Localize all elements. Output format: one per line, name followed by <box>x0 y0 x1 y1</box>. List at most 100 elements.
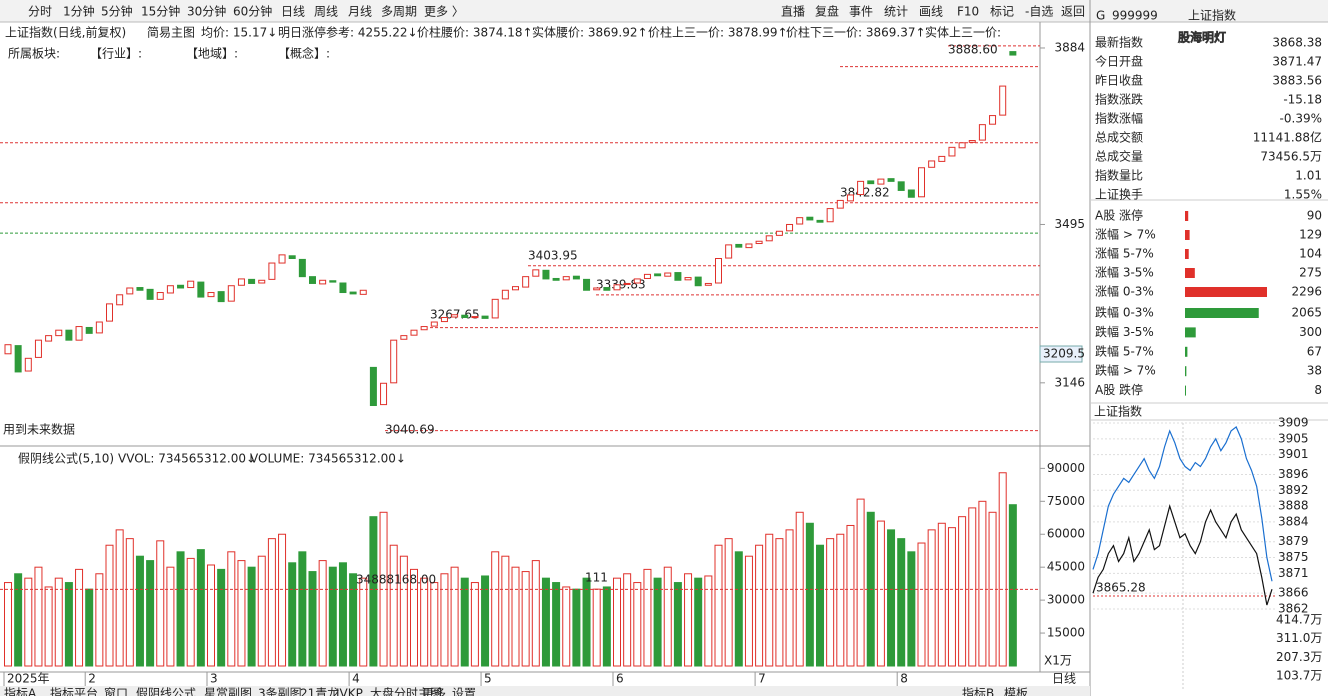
candle <box>1009 51 1017 56</box>
tool-button[interactable]: 标记 <box>990 5 1014 19</box>
period-button[interactable]: 15分钟 <box>141 4 180 19</box>
candle <box>745 243 753 249</box>
volume-bar <box>927 529 936 667</box>
tab[interactable]: 更多 <box>422 687 446 696</box>
candle <box>664 272 672 277</box>
volume-bar <box>4 582 12 667</box>
breadth-bar <box>1185 287 1267 297</box>
period-button[interactable]: 分时 <box>28 5 52 19</box>
code: 999999 <box>1112 9 1158 23</box>
toolbar-bg <box>0 0 1328 22</box>
period-button[interactable]: 60分钟 <box>233 4 272 19</box>
volume-bar <box>521 571 530 667</box>
candle <box>55 329 63 337</box>
tab[interactable]: 指标平台 <box>50 686 98 696</box>
period-button[interactable]: 1分钟 <box>63 4 95 19</box>
volume-bar <box>95 573 104 667</box>
candle <box>309 276 316 284</box>
period-button[interactable]: 月线 <box>348 5 372 19</box>
volume-bar <box>633 582 642 667</box>
volume-bar <box>653 577 662 667</box>
tab[interactable]: 指标A <box>4 686 37 696</box>
period-button[interactable]: 30分钟 <box>187 4 226 19</box>
tool-button[interactable]: 返回 <box>1061 5 1085 19</box>
tool-button[interactable]: 画线 <box>919 5 943 19</box>
breadth-bar <box>1185 230 1190 240</box>
breadth-value: 38 <box>1307 364 1322 378</box>
volume-bar <box>663 566 672 667</box>
volume-header: VOLUME: 734565312.00↓ <box>250 452 406 466</box>
volume-bar <box>958 516 967 667</box>
candle <box>24 357 32 372</box>
tab[interactable]: 模板 <box>1004 687 1028 696</box>
candle <box>116 294 124 306</box>
volume-bar <box>887 529 896 667</box>
minute-vol-label: 311.0万 <box>1276 631 1322 645</box>
volume-bar <box>694 577 703 667</box>
tab[interactable]: 3条副图 <box>258 687 302 696</box>
volume-bar <box>308 571 317 667</box>
quote-value: 11141.88亿 <box>1253 130 1322 145</box>
tab[interactable]: 假阴线公式 <box>136 687 196 696</box>
quote-value: 3883.56 <box>1272 74 1322 88</box>
tabs-bg <box>0 686 1090 696</box>
candle <box>197 281 205 298</box>
info-text: 简易主图 <box>147 26 195 40</box>
candle <box>775 230 783 236</box>
volume-bar <box>592 588 601 667</box>
candle <box>532 269 540 277</box>
candle <box>583 278 591 291</box>
tool-button[interactable]: 复盘 <box>815 4 839 19</box>
tool-button[interactable]: 统计 <box>884 5 908 19</box>
quote-label: 指数涨跌 <box>1095 92 1143 107</box>
volume-bar <box>75 568 84 667</box>
candle <box>786 223 794 232</box>
candle <box>887 178 895 182</box>
volume-bar <box>856 498 865 667</box>
period-button[interactable]: 周线 <box>314 5 338 19</box>
tab[interactable]: 设置 <box>452 687 476 696</box>
volume-bar <box>359 577 368 667</box>
minute-tick-label: 3871 <box>1278 566 1309 580</box>
volume-bar <box>765 533 774 667</box>
tool-button[interactable]: -自选 <box>1025 5 1053 19</box>
candle <box>207 292 215 298</box>
candle <box>451 314 459 318</box>
breadth-bar <box>1185 308 1259 318</box>
vol-tick-label: 30000 <box>1047 593 1085 607</box>
sector-text: 【行业】: <box>90 47 142 61</box>
tab[interactable]: 窗口 <box>104 687 128 696</box>
candle <box>258 279 266 284</box>
tool-button[interactable]: 事件 <box>849 5 873 19</box>
volume-bar <box>227 551 236 667</box>
period-button[interactable]: 5分钟 <box>101 4 133 19</box>
tab[interactable]: 指标B <box>962 686 994 696</box>
tab[interactable]: JVKP <box>335 687 363 696</box>
period-button[interactable]: 日线 <box>281 5 305 19</box>
tab[interactable]: 21青龙 <box>300 687 339 696</box>
period-button[interactable]: 更多 〉 <box>424 5 464 19</box>
volume-bar <box>430 582 439 667</box>
sector-text: 所属板块: <box>8 47 60 61</box>
breadth-bar <box>1185 268 1195 278</box>
minute-ref-label: 3865.28 <box>1096 581 1146 595</box>
volume-bar <box>338 562 347 667</box>
info-text: 价柱下三一价: 3869.37↑ <box>786 25 926 40</box>
month-label: 5 <box>484 672 492 686</box>
candle <box>156 292 164 300</box>
period-button[interactable]: 多周期 <box>381 5 417 19</box>
tab[interactable]: 星赏副图 <box>204 687 252 696</box>
volume-bar <box>450 566 459 667</box>
volume-bar <box>156 540 165 667</box>
candle <box>126 287 134 295</box>
candle <box>359 289 367 295</box>
tool-button[interactable]: F10 <box>957 5 979 19</box>
period-label[interactable]: 日线 <box>1052 672 1076 686</box>
vol-tick-label: 90000 <box>1047 461 1085 475</box>
candle <box>85 326 93 334</box>
tab[interactable]: 大盘分时主图 <box>370 686 442 696</box>
tool-button[interactable]: 直播 <box>781 5 805 19</box>
candle <box>146 288 154 300</box>
candle <box>187 280 195 289</box>
